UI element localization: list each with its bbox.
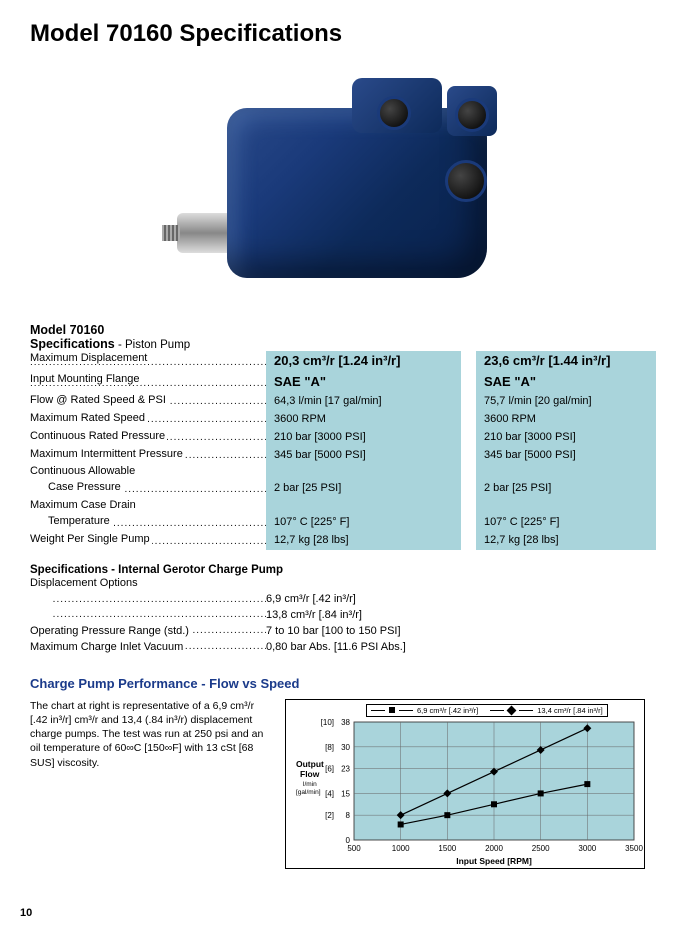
spec-row-label: Continuous Rated Pressure xyxy=(30,429,266,447)
spec-cell: 107° C [225° F] xyxy=(266,514,461,532)
svg-text:Input Speed [RPM]: Input Speed [RPM] xyxy=(456,856,532,866)
svg-text:[10]: [10] xyxy=(321,718,334,727)
chart-title: Charge Pump Performance - Flow vs Speed xyxy=(30,676,654,691)
spec-cell: SAE "A" xyxy=(266,372,461,393)
svg-text:Output: Output xyxy=(296,759,324,769)
svg-text:[2]: [2] xyxy=(325,811,334,820)
spec-row-label: Maximum Intermittent Pressure xyxy=(30,447,266,465)
spec-cell: 2 bar [25 PSI] xyxy=(266,480,461,498)
page-number: 10 xyxy=(20,907,32,919)
spec-cell: 3600 RPM xyxy=(476,411,656,429)
spec-cell: 13,8 cm³/r [.84 in³/r] xyxy=(266,608,656,624)
legend-label-2: 13,4 cm³/r [.84 in³/r] xyxy=(537,706,602,715)
gerotor-title: Specifications - Internal Gerotor Charge… xyxy=(30,564,654,576)
spec-row-label: Operating Pressure Range (std.) xyxy=(30,624,266,640)
svg-text:1500: 1500 xyxy=(438,844,456,853)
legend-label-1: 6,9 cm³/r [.42 in³/r] xyxy=(417,706,478,715)
spec-cell: 75,7 l/min [20 gal/min] xyxy=(476,393,656,411)
spec-cell: 3600 RPM xyxy=(266,411,461,429)
spec-cell: 345 bar [5000 PSI] xyxy=(266,447,461,465)
spec-row-label: Flow @ Rated Speed & PSI xyxy=(30,393,266,411)
spec-cell xyxy=(266,498,461,514)
spec-cell: 210 bar [3000 PSI] xyxy=(476,429,656,447)
spec-row-label xyxy=(30,592,266,608)
spec-cell: 210 bar [3000 PSI] xyxy=(266,429,461,447)
chart-svg: 08[2]15[4]23[6]30[8]38[10]50010001500200… xyxy=(286,700,644,868)
chart-container: 6,9 cm³/r [.42 in³/r] 13,4 cm³/r [.84 in… xyxy=(285,699,645,869)
spec-row-label: Input Mounting Flange xyxy=(30,372,266,393)
svg-text:2000: 2000 xyxy=(485,844,503,853)
spec-row-label: Maximum Charge Inlet Vacuum xyxy=(30,640,266,656)
spec-cell: 7 to 10 bar [100 to 150 PSI] xyxy=(266,624,656,640)
spec-col-b-head: 23,6 cm³/r [1.44 in³/r] xyxy=(476,351,656,372)
svg-text:15: 15 xyxy=(341,789,350,798)
spec-sub-main: Specifications xyxy=(30,337,115,351)
spec-row-label: Weight Per Single Pump xyxy=(30,532,266,550)
spec-row-label xyxy=(30,608,266,624)
svg-text:38: 38 xyxy=(341,718,350,727)
svg-text:8: 8 xyxy=(346,811,351,820)
spec-row-label: Maximum Case Drain xyxy=(30,498,266,514)
spec-row-label: Maximum Rated Speed xyxy=(30,411,266,429)
chart-description: The chart at right is representative of … xyxy=(30,699,270,869)
spec-row-label: Continuous Allowable xyxy=(30,464,266,480)
svg-text:3000: 3000 xyxy=(578,844,596,853)
spec-row-label: Temperature xyxy=(30,514,266,532)
spec-cell: 345 bar [5000 PSI] xyxy=(476,447,656,465)
svg-text:30: 30 xyxy=(341,743,350,752)
svg-text:23: 23 xyxy=(341,764,350,773)
page-title: Model 70160 Specifications xyxy=(30,20,654,48)
spec-cell: 12,7 kg [28 lbs] xyxy=(476,532,656,550)
spec-cell: 107° C [225° F] xyxy=(476,514,656,532)
spec-cell xyxy=(476,464,656,480)
spec-cell: SAE "A" xyxy=(476,372,656,393)
svg-text:3500: 3500 xyxy=(625,844,643,853)
svg-text:1000: 1000 xyxy=(392,844,410,853)
svg-text:[gal/min]: [gal/min] xyxy=(296,789,321,796)
svg-text:[6]: [6] xyxy=(325,764,334,773)
spec-cell: 64,3 l/min [17 gal/min] xyxy=(266,393,461,411)
product-image xyxy=(177,68,507,308)
spec-row-label: Maximum Displacement xyxy=(30,351,266,372)
spec-cell xyxy=(476,498,656,514)
svg-text:[4]: [4] xyxy=(325,789,334,798)
svg-text:Flow: Flow xyxy=(300,769,320,779)
spec-row-label: Displacement Options xyxy=(30,576,266,592)
spec-cell xyxy=(266,464,461,480)
spec-cell xyxy=(266,576,656,592)
svg-text:2500: 2500 xyxy=(532,844,550,853)
spec-sub-header: Specifications - Piston Pump xyxy=(30,337,654,351)
spec-cell: 12,7 kg [28 lbs] xyxy=(266,532,461,550)
svg-text:l/min: l/min xyxy=(303,781,317,788)
spec-sub-light: - Piston Pump xyxy=(115,339,190,351)
spec-row-label: Case Pressure xyxy=(30,480,266,498)
spec-cell: 2 bar [25 PSI] xyxy=(476,480,656,498)
svg-text:500: 500 xyxy=(347,844,361,853)
spec-table: Maximum Displacement 20,3 cm³/r [1.24 in… xyxy=(30,351,654,550)
spec-col-a-head: 20,3 cm³/r [1.24 in³/r] xyxy=(266,351,461,372)
chart-legend: 6,9 cm³/r [.42 in³/r] 13,4 cm³/r [.84 in… xyxy=(366,704,608,717)
spec-cell: 0,80 bar Abs. [11.6 PSI Abs.] xyxy=(266,640,656,656)
spec-model-header: Model 70160 xyxy=(30,323,654,337)
svg-text:[8]: [8] xyxy=(325,743,334,752)
gerotor-table: Displacement Options 6,9 cm³/r [.42 in³/… xyxy=(30,576,654,656)
spec-cell: 6,9 cm³/r [.42 in³/r] xyxy=(266,592,656,608)
